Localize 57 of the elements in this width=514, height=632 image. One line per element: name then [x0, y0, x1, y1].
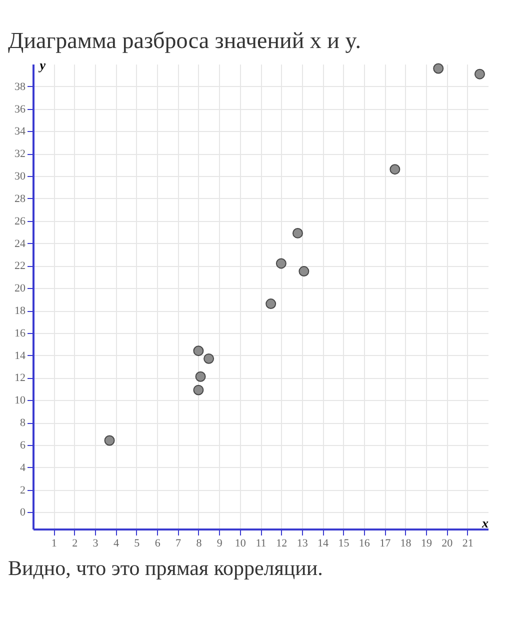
y-tick-label: 34 [14, 126, 26, 138]
x-tick-label: 21 [462, 538, 474, 550]
x-tick-label: 8 [196, 538, 202, 550]
y-tick-label: 26 [14, 215, 26, 228]
x-tick-label: 19 [420, 538, 432, 550]
x-tick-label: 10 [234, 538, 246, 550]
x-tick-label: 7 [176, 538, 182, 550]
point [390, 164, 400, 175]
x-tick-label: 5 [134, 538, 140, 550]
point [193, 384, 204, 396]
x-tick-label: 18 [400, 538, 412, 550]
y-tick-label: 28 [14, 192, 26, 205]
y-tick-label: 4 [20, 462, 26, 474]
y-tick-label: 18 [14, 305, 26, 318]
point [298, 266, 310, 277]
x-tick-label: 11 [256, 538, 266, 550]
point [193, 346, 204, 356]
point [266, 298, 276, 310]
x-tick-label: 9 [216, 538, 223, 550]
x-tick-label: 15 [338, 538, 350, 550]
x-tick-label: 6 [154, 538, 161, 550]
x-axis-title: x [481, 516, 489, 530]
y-tick-label: 16 [14, 327, 26, 340]
x-tick-label: 17 [380, 538, 392, 550]
x-tick-label: 3 [92, 538, 99, 550]
y-tick-label: 14 [14, 350, 26, 362]
y-tick-label: 36 [14, 103, 26, 116]
x-tick-label: 13 [296, 538, 308, 550]
y-axis-title: y [38, 58, 46, 72]
y-tick-label: 20 [14, 282, 26, 295]
point [474, 68, 485, 80]
text: Видно, что это прямая корреляции. [8, 556, 323, 580]
x-tick-label: 16 [358, 538, 370, 550]
y-tick-label: 38 [14, 80, 26, 93]
y-tick-label: 24 [14, 238, 26, 250]
point [292, 228, 303, 238]
y-tick-label: 32 [14, 148, 26, 160]
point [276, 258, 286, 269]
point [433, 63, 444, 74]
chart-title: Диаграмма разброса значений x и y. [8, 28, 361, 53]
y-tick-label: 12 [14, 372, 26, 384]
y-tick-label: 6 [20, 439, 26, 452]
point [195, 371, 206, 382]
y-tick-label: 2 [20, 484, 26, 496]
x-tick-label: 1 [51, 538, 57, 550]
y-tick-label: 22 [14, 260, 26, 272]
x-tick-label: 20 [442, 538, 454, 550]
point [104, 435, 115, 446]
x-tick-label: 12 [276, 538, 288, 550]
point [204, 353, 214, 364]
x-tick-label: 2 [72, 538, 78, 550]
y-tick-label: 30 [14, 170, 26, 183]
y-tick-label: 0 [20, 506, 26, 519]
y-tick-label: 10 [14, 394, 26, 407]
y-tick-label: 8 [20, 417, 26, 430]
x-tick-label: 4 [113, 538, 120, 550]
x-tick-label: 14 [318, 538, 330, 550]
